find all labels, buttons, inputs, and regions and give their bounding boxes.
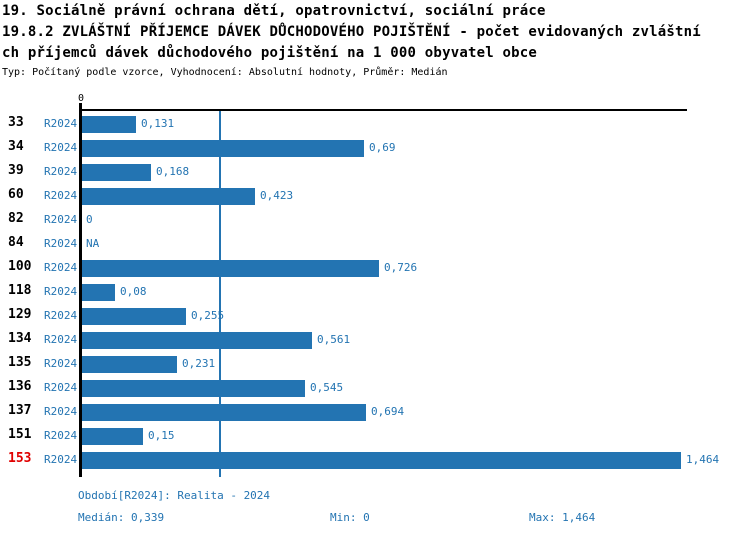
value-bar (82, 116, 136, 133)
footer-median-value: Medián: 0,339 (78, 511, 165, 524)
indicator-subtitle: Typ: Počítaný podle vzorce, Vyhodnocení:… (2, 67, 448, 78)
row-period-label: R2024 (44, 285, 78, 298)
value-label: 1,464 (686, 453, 720, 466)
row-id-label: 82 (8, 211, 24, 226)
value-label: 0,561 (317, 333, 351, 346)
value-bar (82, 308, 186, 325)
row-id-label: 39 (8, 163, 24, 178)
row-id-label: 136 (8, 379, 32, 394)
row-id-label: 151 (8, 427, 32, 442)
row-period-label: R2024 (44, 237, 78, 250)
footer-period-info: Období[R2024]: Realita - 2024 (78, 489, 271, 502)
row-period-label: R2024 (44, 309, 78, 322)
row-id-label: 137 (8, 403, 32, 418)
row-id-label: 33 (8, 115, 24, 130)
value-bar (82, 188, 255, 205)
value-bar (82, 452, 681, 469)
value-label: 0,168 (156, 165, 190, 178)
footer-min-value: Min: 0 (330, 511, 370, 524)
value-label: 0,423 (260, 189, 294, 202)
value-bar (82, 356, 177, 373)
row-period-label: R2024 (44, 141, 78, 154)
row-id-label: 129 (8, 307, 32, 322)
value-bar (82, 260, 379, 277)
value-label: 0,231 (182, 357, 216, 370)
chart-value-axis-line (79, 103, 82, 477)
row-id-label: 118 (8, 283, 32, 298)
row-period-label: R2024 (44, 453, 78, 466)
value-bar (82, 332, 312, 349)
value-label: NA (86, 237, 100, 250)
row-id-label: 100 (8, 259, 32, 274)
indicator-title-line-2: ch příjemců dávek důchodového pojištění … (2, 45, 537, 61)
row-id-label: 84 (8, 235, 24, 250)
chart-top-axis-line (80, 109, 687, 111)
value-bar (82, 380, 305, 397)
value-label: 0,255 (191, 309, 225, 322)
row-id-label: 153 (8, 451, 32, 466)
row-id-label: 135 (8, 355, 32, 370)
row-period-label: R2024 (44, 165, 78, 178)
row-period-label: R2024 (44, 357, 78, 370)
value-label: 0,69 (369, 141, 396, 154)
axis-zero-tick-label: 0 (77, 93, 85, 104)
value-label: 0,545 (310, 381, 344, 394)
row-period-label: R2024 (44, 189, 78, 202)
row-period-label: R2024 (44, 429, 78, 442)
row-period-label: R2024 (44, 213, 78, 226)
row-id-label: 60 (8, 187, 24, 202)
row-period-label: R2024 (44, 261, 78, 274)
row-id-label: 34 (8, 139, 24, 154)
value-label: 0,15 (148, 429, 175, 442)
row-id-label: 134 (8, 331, 32, 346)
median-reference-line (219, 111, 221, 477)
value-label: 0 (86, 213, 93, 226)
indicator-title-line-1: 19.8.2 ZVLÁŠTNÍ PŘÍJEMCE DÁVEK DŮCHODOVÉ… (2, 24, 701, 40)
value-bar (82, 284, 115, 301)
value-label: 0,694 (371, 405, 405, 418)
value-label: 0,726 (384, 261, 418, 274)
value-bar (82, 164, 151, 181)
report-section-title: 19. Sociálně právní ochrana dětí, opatro… (2, 3, 546, 19)
footer-max-value: Max: 1,464 (529, 511, 596, 524)
value-label: 0,08 (120, 285, 147, 298)
row-period-label: R2024 (44, 381, 78, 394)
row-period-label: R2024 (44, 117, 78, 130)
value-bar (82, 140, 364, 157)
row-period-label: R2024 (44, 333, 78, 346)
value-bar (82, 428, 143, 445)
value-bar (82, 404, 366, 421)
value-label: 0,131 (141, 117, 175, 130)
row-period-label: R2024 (44, 405, 78, 418)
